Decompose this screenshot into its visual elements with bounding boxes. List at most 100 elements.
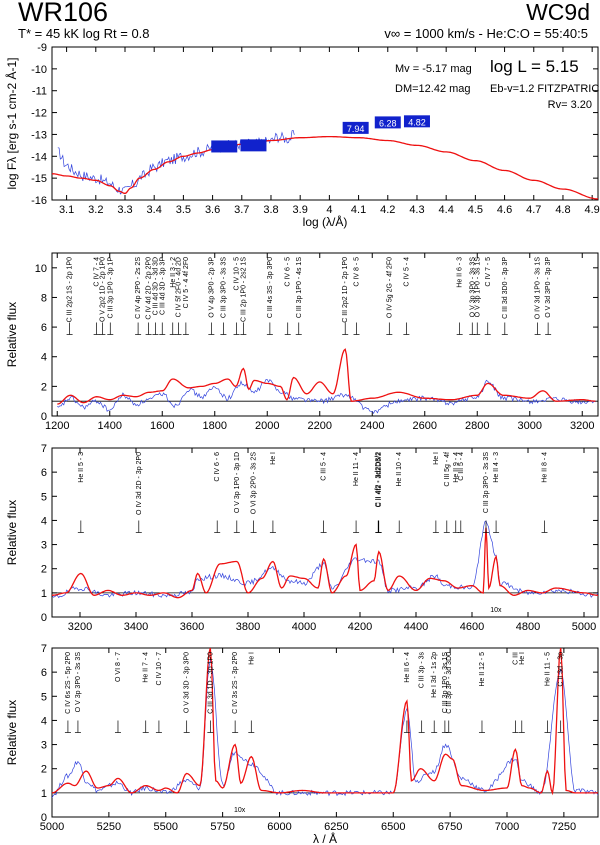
- y-tick-label: 0: [41, 411, 47, 423]
- y-tick-label: 1: [41, 588, 47, 600]
- x-tick-label: 4600: [460, 621, 484, 633]
- line-id-label: O V 3p 1P0 - 3p 1D: [234, 452, 241, 513]
- photometry-box: [403, 115, 430, 128]
- line-id-label: C IV 4p 2P0 - 2s 2S: [135, 257, 142, 319]
- line-id-label: He II 6 - 4: [404, 652, 411, 683]
- x-tick-label: 3.2: [88, 204, 103, 216]
- line-id-label: C III 3d 1D - 3p 1P0: [207, 652, 214, 714]
- y-tick-label: 0: [41, 612, 47, 624]
- x-tick-label: 4800: [516, 621, 540, 633]
- x-tick-label: 4.1: [351, 204, 366, 216]
- y-tick-label: 3: [41, 540, 47, 552]
- line-id-label: C IV 8 - 5: [354, 257, 361, 287]
- y-tick-label: 8: [41, 292, 47, 304]
- sed-annotation: Mv = -5.17 mag: [395, 63, 472, 75]
- y-tick-label: -15: [31, 173, 47, 185]
- y-axis-label: log Fλ [erg s-1 cm-2 Å-1]: [4, 57, 19, 189]
- x-tick-label: 1200: [45, 420, 69, 432]
- x-tick-label: 3.5: [176, 204, 191, 216]
- line-id-label: C III 3p 1P0 - 3p 1P: [107, 257, 114, 319]
- plot-frame: [51, 46, 599, 201]
- x-tick-label: 4.9: [585, 204, 600, 216]
- line-id-label: O V 3d 3D - 3p 3P0: [184, 652, 191, 713]
- line-id-label: He I: [433, 452, 440, 465]
- x-tick-label: 3800: [236, 621, 260, 633]
- line-id-label: He I: [248, 652, 255, 665]
- line-id-label: C IV 3s 2S - 3p 2P0: [232, 652, 239, 714]
- photometry-label: 6.28: [379, 118, 397, 128]
- y-axis-label: Relative flux: [5, 700, 19, 765]
- x-tick-label: 3.6: [205, 204, 220, 216]
- observed-spectrum: [52, 659, 598, 798]
- x-tick-label: 5000: [40, 821, 64, 833]
- line-id-label: C III 3p 1P0 - 3s 1S: [442, 652, 449, 713]
- line-id-label: O V 3p 1P0 - 3s 1S: [474, 257, 481, 318]
- line-id-label: He II 11 - 4: [353, 452, 360, 486]
- line-id-label: C IV 6s 2S - 5p 2P0: [65, 652, 72, 714]
- y-tick-label: -16: [31, 195, 47, 207]
- line-id-label: O V 3p 3P0 - 3s 3S: [75, 652, 82, 713]
- y-tick-label: 7: [41, 443, 47, 455]
- x-tick-label: 4400: [404, 621, 428, 633]
- panel-optical-blue: 3200 3400 3600 3800 4000 4200 4400 4600 4800 5000…: [5, 443, 599, 633]
- line-id-label: C III 3p 3P0 - 3s 3S: [483, 452, 490, 513]
- sed-annotation: log L = 5.15: [490, 57, 579, 76]
- y-tick-label: 6: [41, 322, 47, 334]
- x-axis-label: λ / Å: [313, 831, 337, 845]
- observed-spectrum: [57, 379, 596, 414]
- x-tick-label: 6750: [438, 821, 462, 833]
- y-tick-label: 3: [41, 740, 47, 752]
- line-id-label: O V 3p 3P0 - 3s 3S: [469, 257, 476, 318]
- x-tick-label: 1400: [98, 420, 122, 432]
- wind-parameters: v∞ = 1000 km/s - He:C:O = 55:40:5: [384, 26, 588, 41]
- y-tick-label: 2: [41, 564, 47, 576]
- x-axis-label: log (λ/Å): [303, 214, 348, 229]
- x-tick-label: 1800: [203, 420, 227, 432]
- line-id-label: He II 10 - 4: [396, 452, 403, 487]
- y-tick-label: 7: [41, 643, 47, 655]
- x-tick-label: 4: [326, 204, 332, 216]
- line-id-label: He II 11 - 5: [544, 652, 551, 686]
- line-id-label: C III 5g - 4f: [444, 452, 451, 487]
- line-id-label: C IV 10 - 7: [156, 652, 163, 686]
- y-tick-label: 2: [41, 764, 47, 776]
- stellar-parameters: T* = 45 kK log Rt = 0.8: [18, 26, 150, 41]
- x-tick-label: 4.7: [526, 204, 541, 216]
- sed-annotation: DM=12.42 mag: [395, 83, 471, 95]
- x-tick-label: 3000: [518, 420, 542, 432]
- line-id-label: He I: [270, 452, 277, 465]
- line-id-label: O IV 5g 2G - 4f 2F0: [386, 257, 393, 318]
- spectral-type: WC9d: [526, 0, 590, 25]
- line-id-label: C III 3p 3P0 - 3s 3S: [220, 257, 227, 318]
- x-tick-label: 7000: [495, 821, 519, 833]
- x-tick-label: 7250: [552, 821, 576, 833]
- line-id-label: C IV 4d 2D - 2p 2P0: [146, 257, 153, 320]
- x-tick-label: 4.8: [555, 204, 570, 216]
- line-id-label: C IV 6 - 5: [285, 257, 292, 287]
- x-tick-label: 3200: [68, 621, 92, 633]
- line-id-label: C III 2p2 1D - 2p 1P0: [342, 257, 349, 323]
- photometry-box: [240, 139, 267, 152]
- line-id-label: He II 8 - 4: [542, 452, 549, 483]
- line-id-label: C III 2p 1P0 - 2s2 1S: [240, 257, 247, 322]
- model-spectrum: [52, 135, 598, 200]
- line-id-label: He II 7 - 4: [143, 652, 150, 683]
- y-tick-label: 6: [41, 667, 47, 679]
- line-id-label: He I 3d - 1s 2p: [431, 652, 438, 698]
- sed-annotation: Rv= 3.20: [548, 99, 592, 111]
- photometry-box: [211, 140, 238, 153]
- y-tick-label: 0: [41, 812, 47, 824]
- y-tick-label: 5: [41, 691, 47, 703]
- model-spectrum: [52, 648, 598, 796]
- x-tick-label: 6500: [381, 821, 405, 833]
- observed-spectrum: [52, 520, 598, 599]
- x-tick-label: 2200: [308, 420, 332, 432]
- line-id-label: O VI 3p 2P0 - 3s 2S: [251, 452, 258, 515]
- x-tick-label: 3.1: [59, 204, 74, 216]
- panel-sed: 3.1 3.2 3.3 3.4 3.5 3.6 3.7 3.8 3.9 4 4.1 4.2 4.3 4.4…: [4, 42, 600, 229]
- x-tick-label: 4.6: [497, 204, 512, 216]
- y-tick-label: 5: [41, 491, 47, 503]
- y-tick-label: 4: [41, 352, 47, 364]
- x-tick-label: 3.9: [293, 204, 308, 216]
